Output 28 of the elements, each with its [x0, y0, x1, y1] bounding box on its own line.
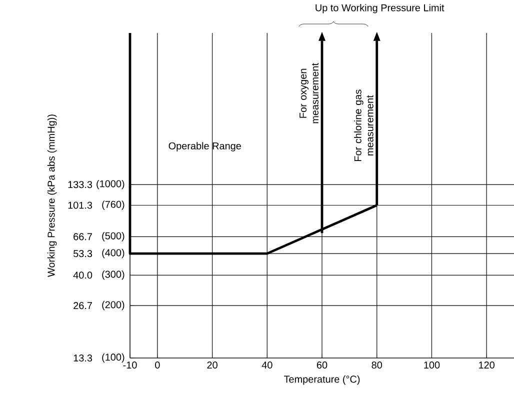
x-tick-label: 120 — [479, 362, 495, 369]
y-tick-label: 40.0 — [73, 272, 92, 279]
text: (300) — [102, 270, 124, 280]
y-tick-label: 66.7 — [74, 233, 92, 240]
annotation: For oxygen measurement — [300, 63, 318, 124]
text: Up to Working Pressure Limit — [316, 4, 444, 14]
text: (500) — [102, 232, 124, 242]
x-tick-label: 100 — [424, 362, 440, 369]
y-tick-label: 13.3 — [74, 354, 92, 362]
x-axis-title: Temperature (°C) — [284, 375, 360, 385]
y-tick-label: 53.3 — [74, 250, 92, 258]
annotation: For chlorine gas measurement — [354, 90, 374, 162]
y-tick-label: 26.7 — [74, 302, 92, 310]
x-tick-label: 20 — [207, 362, 218, 369]
text: (200) — [102, 300, 124, 310]
text: (1000) — [96, 180, 124, 190]
x-tick-label: 0 — [155, 362, 160, 369]
text: (400) — [102, 248, 124, 258]
x-tick-label: 60 — [316, 362, 328, 369]
x-tick-label: 80 — [372, 362, 382, 369]
text: (760) — [102, 200, 124, 210]
y-tick-label: 133.3 — [68, 181, 92, 188]
x-tick-label: 40 — [262, 362, 272, 369]
y-tick-label: 101.3 — [68, 202, 92, 209]
annotation: Operable Range — [168, 142, 241, 152]
text: (100) — [102, 353, 124, 363]
y-axis-title: Working Pressure (kPa abs (mmHg)) — [47, 114, 57, 278]
x-tick-label: -10 — [123, 362, 137, 369]
